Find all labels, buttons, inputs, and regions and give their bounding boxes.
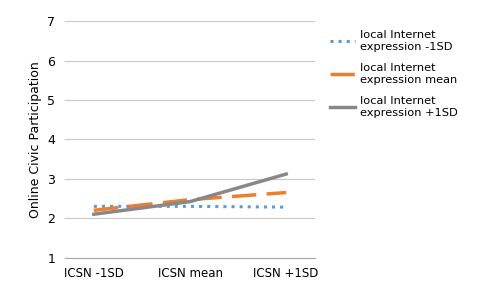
Y-axis label: Online Civic Participation: Online Civic Participation [28, 61, 42, 218]
Legend: local Internet
expression -1SD, local Internet
expression mean, local Internet
e: local Internet expression -1SD, local In… [325, 26, 462, 123]
